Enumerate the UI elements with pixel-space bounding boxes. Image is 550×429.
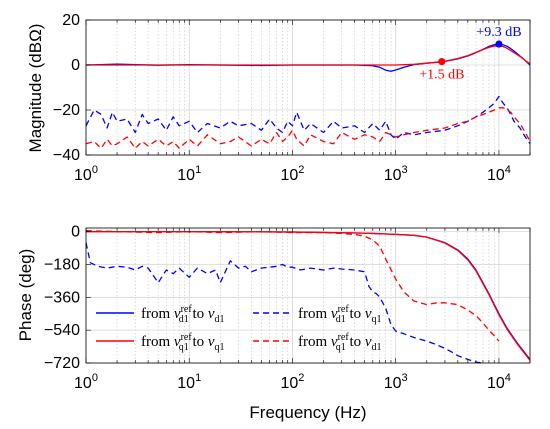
x-tick-label: 102 <box>281 164 305 184</box>
phase-axes-box <box>85 227 531 364</box>
y-tick-label: −360 <box>44 289 80 306</box>
frequency-x-label: Frequency (Hz) <box>249 403 366 422</box>
phase-plot-area <box>86 228 530 363</box>
x-tick-label: 101 <box>177 164 201 184</box>
magnitude-axes-box <box>85 19 531 156</box>
x-tick-exponent: 3 <box>402 164 408 176</box>
x-tick-exponent: 0 <box>92 372 98 384</box>
legend-label: from vref d1 to vq1 <box>298 304 382 325</box>
phase-y-label: Phase (deg) <box>16 249 35 342</box>
legend-label: from vref q1 to vd1 <box>298 332 382 353</box>
phase-legend: from vref d1 to vd1 from vref d1 to vq1 from… <box>96 304 382 353</box>
peak-annotation: +1.5 dB <box>419 68 464 83</box>
y-tick-label: 0 <box>71 57 80 74</box>
x-tick-exponent: 0 <box>92 164 98 176</box>
phase-series-d1-to-q1 <box>85 242 483 364</box>
x-tick-exponent: 1 <box>195 164 201 176</box>
magnitude-series-d1-to-q1 <box>85 95 531 145</box>
x-tick-exponent: 2 <box>298 372 304 384</box>
x-tick-label: 104 <box>487 164 511 184</box>
peak-marker <box>438 58 446 66</box>
y-tick-label: 0 <box>71 224 80 241</box>
legend-label: from vref q1 to vq1 <box>141 332 225 353</box>
x-tick-exponent: 2 <box>298 164 304 176</box>
magnitude-plot-area <box>86 20 530 155</box>
magnitude-y-label: Magnitude (dBΩ) <box>26 24 45 153</box>
magnitude-series-q1-to-q1 <box>86 45 531 66</box>
y-tick-label: −20 <box>53 102 80 119</box>
y-tick-label: −720 <box>44 355 80 372</box>
x-tick-label: 104 <box>487 372 511 392</box>
peak-annotation: +9.3 dB <box>476 25 521 40</box>
magnitude-annotations: +9.3 dB +1.5 dB <box>419 25 521 83</box>
magnitude-series-q1-to-d1 <box>85 107 531 149</box>
y-tick-label: −180 <box>44 256 80 273</box>
x-tick-label: 102 <box>281 372 305 392</box>
x-tick-exponent: 4 <box>505 164 511 176</box>
y-tick-label: 20 <box>62 12 80 29</box>
x-tick-label: 103 <box>384 372 408 392</box>
legend-label: from vref d1 to vd1 <box>141 304 225 325</box>
x-tick-exponent: 1 <box>195 372 201 384</box>
magnitude-series <box>85 43 531 149</box>
x-tick-label: 100 <box>74 372 98 392</box>
peak-marker <box>495 40 503 48</box>
y-tick-label: −40 <box>53 147 80 164</box>
x-tick-exponent: 3 <box>402 372 408 384</box>
phase-series-q1-to-q1 <box>86 230 531 361</box>
phase-series <box>85 230 531 364</box>
y-tick-label: −540 <box>44 322 80 339</box>
x-tick-label: 101 <box>177 372 201 392</box>
phase-series-q1-to-d1 <box>85 230 500 342</box>
x-tick-exponent: 4 <box>505 372 511 384</box>
x-tick-label: 103 <box>384 164 408 184</box>
x-tick-label: 100 <box>74 164 98 184</box>
